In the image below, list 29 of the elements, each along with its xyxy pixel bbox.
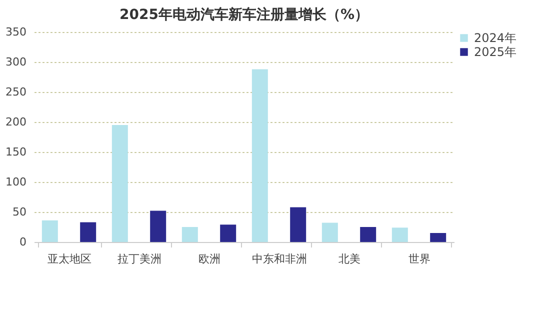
y-tick-label: 350 [6, 26, 26, 38]
bar [80, 222, 96, 242]
x-tick-label: 亚太地区 [48, 252, 92, 266]
bar [252, 69, 268, 242]
x-tick-label: 拉丁美洲 [118, 252, 162, 266]
y-tick-label: 50 [12, 206, 26, 218]
bar [220, 224, 236, 242]
bar [392, 228, 408, 242]
bar [430, 233, 446, 242]
bar [290, 207, 306, 242]
bar [182, 227, 198, 242]
bar [322, 222, 338, 242]
bar [360, 227, 376, 242]
bar [150, 210, 166, 242]
x-tick-label: 欧洲 [198, 252, 220, 266]
y-tick-label: 300 [6, 56, 26, 68]
bar [42, 220, 58, 242]
y-tick-label: 0 [20, 236, 26, 248]
legend-label: 2025年 [474, 45, 517, 59]
bar [112, 125, 128, 242]
y-tick-label: 100 [6, 176, 26, 188]
y-tick-label: 200 [6, 116, 26, 128]
x-tick-label: 北美 [338, 252, 360, 266]
legend-label: 2024年 [474, 31, 517, 45]
x-tick-label: 中东和非洲 [252, 252, 307, 266]
y-tick-label: 150 [6, 146, 26, 158]
y-tick-label: 250 [6, 86, 26, 98]
x-tick-label: 世界 [408, 252, 430, 266]
chart-title: 2025年电动汽车新车注册量增长（%） [120, 6, 368, 23]
